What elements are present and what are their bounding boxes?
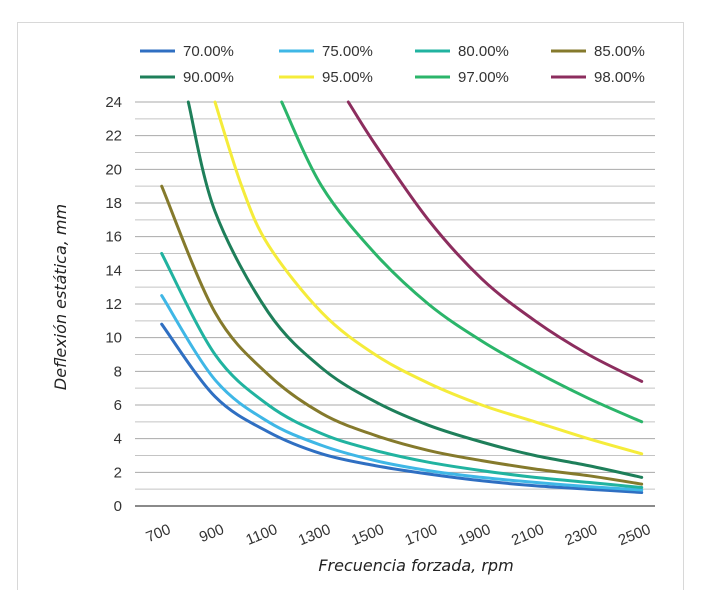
chart-frame — [17, 22, 684, 590]
legend-label: 90.00% — [183, 69, 234, 86]
series-line-9800 — [346, 100, 644, 383]
y-axis-title: Deflexión estática, mm — [51, 204, 70, 390]
legend-label: 80.00% — [458, 43, 509, 60]
x-tick-label: 1300 — [296, 521, 333, 549]
x-tick-label: 2500 — [616, 521, 653, 549]
x-tick-label: 1100 — [244, 521, 280, 549]
x-tick-label: 900 — [197, 521, 227, 546]
gridlines — [135, 101, 655, 507]
legend-label: 85.00% — [594, 43, 645, 60]
y-tick-label: 10 — [105, 330, 122, 347]
y-tick-label: 16 — [105, 229, 122, 246]
y-tick-label: 12 — [105, 296, 122, 313]
x-tick-label: 700 — [144, 521, 174, 546]
series-line-7500 — [160, 294, 644, 492]
series-lines — [160, 100, 644, 494]
legend-label: 98.00% — [594, 69, 645, 86]
legend-label: 95.00% — [322, 69, 373, 86]
y-tick-label: 18 — [105, 195, 122, 212]
series-line-9700 — [280, 100, 644, 424]
y-tick-label: 4 — [114, 431, 122, 448]
y-tick-label: 20 — [105, 161, 122, 178]
series-line-7000 — [160, 322, 644, 494]
x-tick-label: 1500 — [349, 521, 386, 549]
x-axis-title: Frecuencia forzada, rpm — [318, 556, 513, 575]
x-tick-labels: 700 900 1100 1300 1500 1700 1900 2100 2300 2500 — [144, 521, 654, 549]
x-tick-label: 1700 — [403, 521, 440, 549]
legend: 70.00% 75.00% 80.00% 85.00% 90.00% 95.00% 97.0… — [140, 43, 645, 86]
y-tick-label: 0 — [114, 498, 122, 515]
legend-label: 75.00% — [322, 43, 373, 60]
y-tick-label: 8 — [114, 363, 122, 380]
y-tick-label: 22 — [105, 128, 122, 145]
series-line-8500 — [160, 184, 644, 486]
x-tick-label: 2100 — [509, 521, 546, 549]
y-tick-label: 14 — [105, 262, 122, 279]
legend-label: 97.00% — [458, 69, 509, 86]
legend-label: 70.00% — [183, 43, 234, 60]
series-line-9000 — [186, 100, 644, 479]
x-tick-label: 2300 — [563, 521, 600, 549]
series-line-8000 — [160, 252, 644, 489]
y-tick-label: 2 — [114, 464, 122, 481]
y-tick-label: 6 — [114, 397, 122, 414]
y-tick-label: 24 — [105, 94, 122, 111]
x-tick-label: 1900 — [456, 521, 493, 549]
series-line-9500 — [213, 100, 644, 456]
